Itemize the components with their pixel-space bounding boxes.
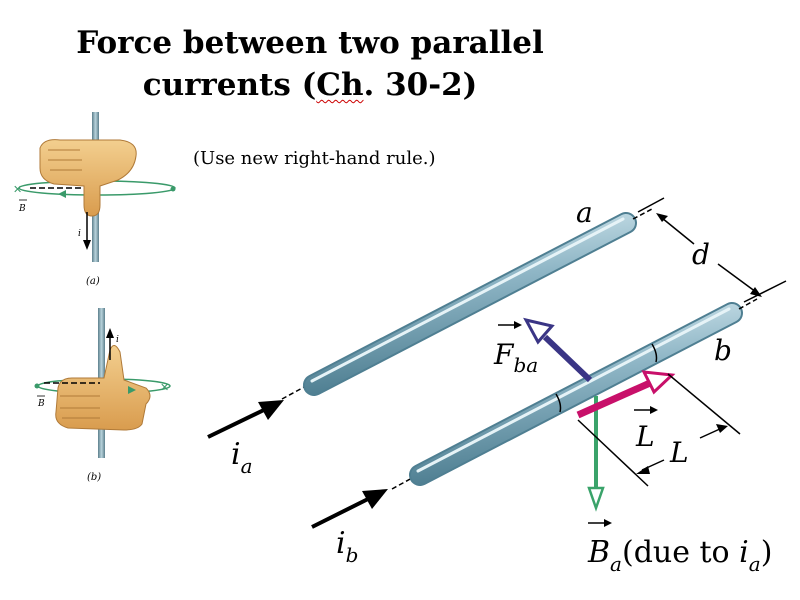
length-vector-label: L xyxy=(635,420,655,453)
current-arrow-down-icon xyxy=(83,240,91,250)
spellcheck-underlined-word: Ch xyxy=(316,67,364,103)
hand-a-caption: (a) xyxy=(86,276,100,287)
right-hand-rule-note: (Use new right-hand rule.) xyxy=(193,148,436,169)
current-b-sub: b xyxy=(346,543,359,567)
field-label-group: Ba(due to ia) xyxy=(587,519,772,576)
length-label: L xyxy=(669,436,689,469)
field-cross-icon: ✕ xyxy=(13,183,22,196)
svg-text:Ba(due to ia): Ba(due to ia) xyxy=(587,535,772,576)
force-label: F xyxy=(493,338,515,371)
force-vector-arrow: Fba xyxy=(493,317,593,383)
hand-figure-a: ✕ i B (a) xyxy=(13,112,176,287)
field-paren-open: (due to xyxy=(622,535,739,570)
right-hand-b xyxy=(55,345,151,431)
field-dot-icon xyxy=(170,186,176,192)
field-cross-icon-b: ✕ xyxy=(160,381,169,394)
wire-b xyxy=(391,298,758,490)
parallel-wires-figure: d a b ia ib Fba xyxy=(207,196,787,576)
field-arrowhead-icon-b xyxy=(128,386,136,394)
current-b-arrow: ib xyxy=(311,489,388,567)
wire-a-label: a xyxy=(576,196,593,229)
field-arrowhead-icon xyxy=(58,190,66,198)
field-paren-i: i xyxy=(739,535,749,570)
length-dimension: L xyxy=(577,373,741,487)
separation-label: d xyxy=(692,238,710,271)
hand-b-field-label: B xyxy=(37,399,45,409)
current-a-sub: a xyxy=(241,454,253,478)
title-line-1: Force between two parallel xyxy=(76,25,544,61)
force-sub: ba xyxy=(513,353,538,377)
wire-b-label: b xyxy=(714,334,732,367)
length-vector-arrow: L xyxy=(576,370,676,453)
field-sub: a xyxy=(610,552,622,576)
field-dot-icon-b xyxy=(34,383,40,389)
hand-figure-b: ✕ i B (b) xyxy=(34,308,171,483)
hand-a-field-label: B xyxy=(18,204,26,214)
title-line-2: currents (Ch. 30-2) xyxy=(142,67,478,103)
current-a-arrow: ia xyxy=(207,400,284,478)
svg-text:ib: ib xyxy=(336,526,358,567)
right-hand-a xyxy=(39,139,137,217)
current-b-label: i xyxy=(336,526,346,561)
field-label: B xyxy=(587,535,610,570)
current-arrow-up-icon xyxy=(106,328,114,338)
field-paren-sub: a xyxy=(749,552,761,576)
slide-title: Force between two parallel currents (Ch.… xyxy=(0,22,620,106)
field-vector-arrow xyxy=(587,396,605,512)
svg-text:ia: ia xyxy=(231,437,253,478)
hand-b-current-label: i xyxy=(116,335,119,345)
svg-text:Fba: Fba xyxy=(493,338,538,377)
field-paren-close: ) xyxy=(761,535,773,570)
wire-a xyxy=(281,208,653,400)
hand-b-caption: (b) xyxy=(87,472,101,483)
current-a-label: i xyxy=(231,437,241,472)
separation-d-dimension: d xyxy=(637,197,787,303)
hand-a-current-label: i xyxy=(78,229,81,239)
